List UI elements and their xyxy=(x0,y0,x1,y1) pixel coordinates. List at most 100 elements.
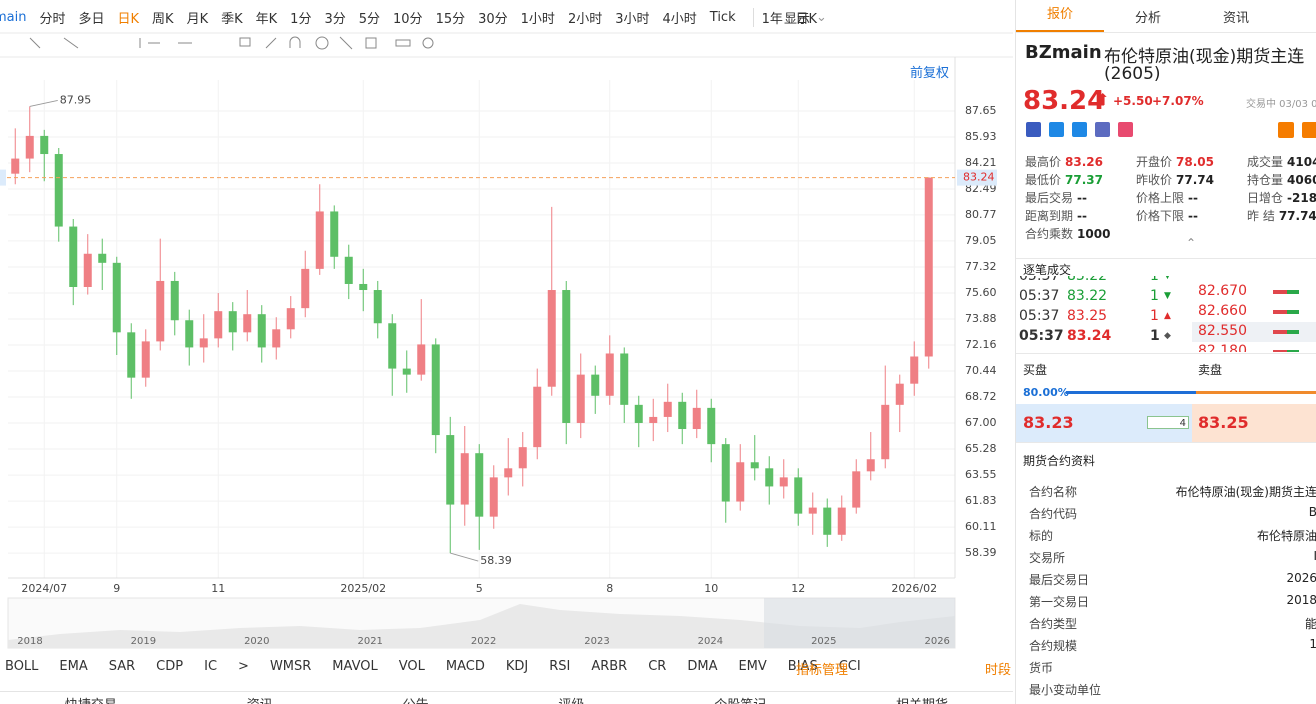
period[interactable]: 5分 xyxy=(358,12,381,27)
period[interactable]: 4小时 xyxy=(662,12,697,27)
collapse[interactable]: ⌃ xyxy=(1186,236,1197,250)
indicator[interactable]: VOL xyxy=(398,659,425,674)
alert-icon[interactable] xyxy=(1278,122,1294,138)
candle-body xyxy=(649,416,658,423)
candle-body xyxy=(518,447,527,469)
period[interactable]: 周K xyxy=(152,12,174,27)
indicator[interactable]: CR xyxy=(648,659,667,674)
candle-body xyxy=(620,353,629,405)
badge[interactable] xyxy=(1072,122,1087,137)
stat-value: -- xyxy=(1077,191,1087,205)
indicator[interactable]: EMA xyxy=(59,659,88,674)
stat-value: 1000 xyxy=(1077,227,1111,241)
stat-value: 83.26 xyxy=(1065,155,1103,169)
badge[interactable] xyxy=(1118,122,1133,137)
period[interactable]: 月K xyxy=(186,12,209,27)
stat-label: 最高价 xyxy=(1025,155,1062,169)
indicator[interactable]: MAVOL xyxy=(332,659,378,674)
indicator[interactable]: KDJ xyxy=(505,659,529,674)
stat-value: -- xyxy=(1077,209,1087,223)
period[interactable]: 分时 xyxy=(39,12,66,27)
y-tick-label: 61.83 xyxy=(965,494,997,507)
last-price-label: 83.24 xyxy=(963,171,995,184)
period[interactable]: 30分 xyxy=(478,12,508,27)
indicator[interactable]: WMSR xyxy=(269,659,312,674)
candle-body xyxy=(736,462,745,502)
display[interactable]: 显示 xyxy=(784,12,811,27)
y-tick-label: 84.21 xyxy=(965,156,997,169)
range[interactable]: 1年 : 日K xyxy=(752,8,817,27)
bottom-tab[interactable]: 个股笔记 xyxy=(714,694,766,704)
period[interactable]: 10分 xyxy=(393,12,423,27)
stat: 价格下限 -- xyxy=(1136,207,1198,224)
period[interactable]: 多日 xyxy=(78,12,105,27)
stat-value: 77.37 xyxy=(1065,173,1103,187)
indicator[interactable]: IC xyxy=(204,659,218,674)
panel-tabs: 报价 分析 资讯 xyxy=(1016,0,1316,33)
period[interactable]: 1分 xyxy=(290,12,312,27)
bottom-tab[interactable]: 快捷交易 xyxy=(65,694,117,704)
candle-body xyxy=(605,353,614,396)
adjust[interactable]: 前复权 xyxy=(910,66,950,81)
period[interactable]: 日K xyxy=(117,12,140,27)
caret: ⌄ xyxy=(816,10,827,25)
candle-body xyxy=(576,374,585,423)
info-value: 布伦特原油(现金)期货主连 xyxy=(1175,485,1316,499)
bottom-tab[interactable]: 相关期货 xyxy=(896,694,948,704)
bottom-tab[interactable]: 公告 xyxy=(403,694,429,704)
indicator[interactable]: MACD xyxy=(445,659,485,674)
stat: 合约乘数 1000 xyxy=(1025,225,1110,242)
last-price-tag xyxy=(0,169,6,186)
indicator[interactable]: CCI xyxy=(838,659,861,674)
depth-price: 82.180 xyxy=(1198,343,1247,352)
depth-bar xyxy=(1273,290,1287,294)
annotation-leader xyxy=(450,552,479,562)
badge[interactable] xyxy=(1095,122,1110,137)
period[interactable]: 15分 xyxy=(435,12,466,27)
indicator[interactable]: > xyxy=(238,659,249,674)
stat-label: 价格下限 xyxy=(1136,209,1185,223)
indicator[interactable]: EMV xyxy=(738,659,767,674)
info-label: 合约代码 xyxy=(1029,507,1078,521)
period[interactable]: 年K xyxy=(255,12,278,27)
tab[interactable]: 资讯 xyxy=(1222,10,1249,26)
indicator[interactable]: BIAS xyxy=(787,659,818,674)
contract: (2605) xyxy=(1104,64,1161,84)
indicator[interactable]: DMA xyxy=(687,659,718,674)
indicator[interactable]: ARBR xyxy=(591,659,628,674)
badge[interactable] xyxy=(1026,122,1041,137)
trade-direction: ◆ xyxy=(1164,331,1171,341)
indicator[interactable]: BOLL xyxy=(5,659,39,674)
chart: 87.6585.9384.2182.4980.7779.0577.3275.60… xyxy=(0,32,1013,649)
quick-icon[interactable] xyxy=(1302,122,1316,138)
period[interactable]: 季K xyxy=(221,12,243,27)
name: 布伦特原油(现金)期货主连 xyxy=(1104,47,1305,67)
session[interactable]: 时段 xyxy=(985,663,1012,678)
ask: 83.25 xyxy=(1198,413,1249,432)
info-row: 标的 布伦特原油 xyxy=(1029,527,1316,544)
tab[interactable]: 分析 xyxy=(1134,10,1161,26)
period[interactable]: 3分 xyxy=(324,12,346,27)
navigator-window[interactable] xyxy=(764,598,955,648)
y-tick-label: 65.28 xyxy=(965,442,997,455)
period[interactable]: 2小时 xyxy=(567,12,603,27)
period[interactable]: 1小时 xyxy=(520,12,555,27)
candle-body xyxy=(83,253,92,287)
indicator-manage[interactable]: 指标管理 xyxy=(796,663,849,678)
period[interactable]: 3小时 xyxy=(615,12,650,27)
tab[interactable]: 报价 xyxy=(1016,0,1104,32)
badge[interactable] xyxy=(1049,122,1064,137)
indicator[interactable]: CDP xyxy=(156,659,184,674)
indicator[interactable]: SAR xyxy=(108,659,136,674)
indicator[interactable]: RSI xyxy=(549,659,571,674)
bottom-tab[interactable]: 评级 xyxy=(558,694,584,704)
period[interactable]: Tick xyxy=(709,10,736,25)
info-label: 第一交易日 xyxy=(1029,595,1090,609)
tool-icons[interactable] xyxy=(29,36,434,50)
buy-ratio: 80.00% xyxy=(1023,386,1069,399)
symbol[interactable]: main xyxy=(0,10,27,25)
trade-price: 83.25 xyxy=(1067,308,1108,324)
display-menu[interactable]: 显示 ⌄ xyxy=(784,8,827,27)
candle-body xyxy=(69,226,78,287)
bottom-tab[interactable]: 资讯 xyxy=(247,694,273,704)
